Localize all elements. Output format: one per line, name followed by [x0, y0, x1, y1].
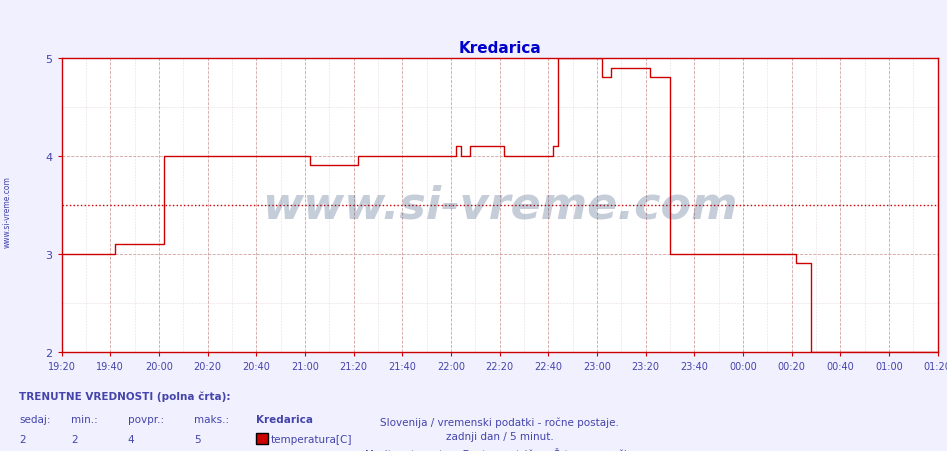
Text: www.si-vreme.com: www.si-vreme.com — [261, 184, 738, 227]
Text: temperatura[C]: temperatura[C] — [271, 434, 352, 444]
Text: 2: 2 — [71, 434, 78, 444]
Text: min.:: min.: — [71, 414, 98, 423]
Text: sedaj:: sedaj: — [19, 414, 50, 423]
Text: Kredarica: Kredarica — [256, 414, 313, 423]
Text: maks.:: maks.: — [194, 414, 229, 423]
Text: Slovenija / vremenski podatki - ročne postaje.
zadnji dan / 5 minut.
Meritve: tr: Slovenija / vremenski podatki - ročne po… — [366, 416, 634, 451]
Text: povpr.:: povpr.: — [128, 414, 164, 423]
Text: www.si-vreme.com: www.si-vreme.com — [3, 176, 12, 248]
Title: Kredarica: Kredarica — [458, 41, 541, 56]
Text: 5: 5 — [194, 434, 201, 444]
Text: TRENUTNE VREDNOSTI (polna črta):: TRENUTNE VREDNOSTI (polna črta): — [19, 391, 230, 401]
Text: 2: 2 — [19, 434, 26, 444]
Text: 4: 4 — [128, 434, 134, 444]
